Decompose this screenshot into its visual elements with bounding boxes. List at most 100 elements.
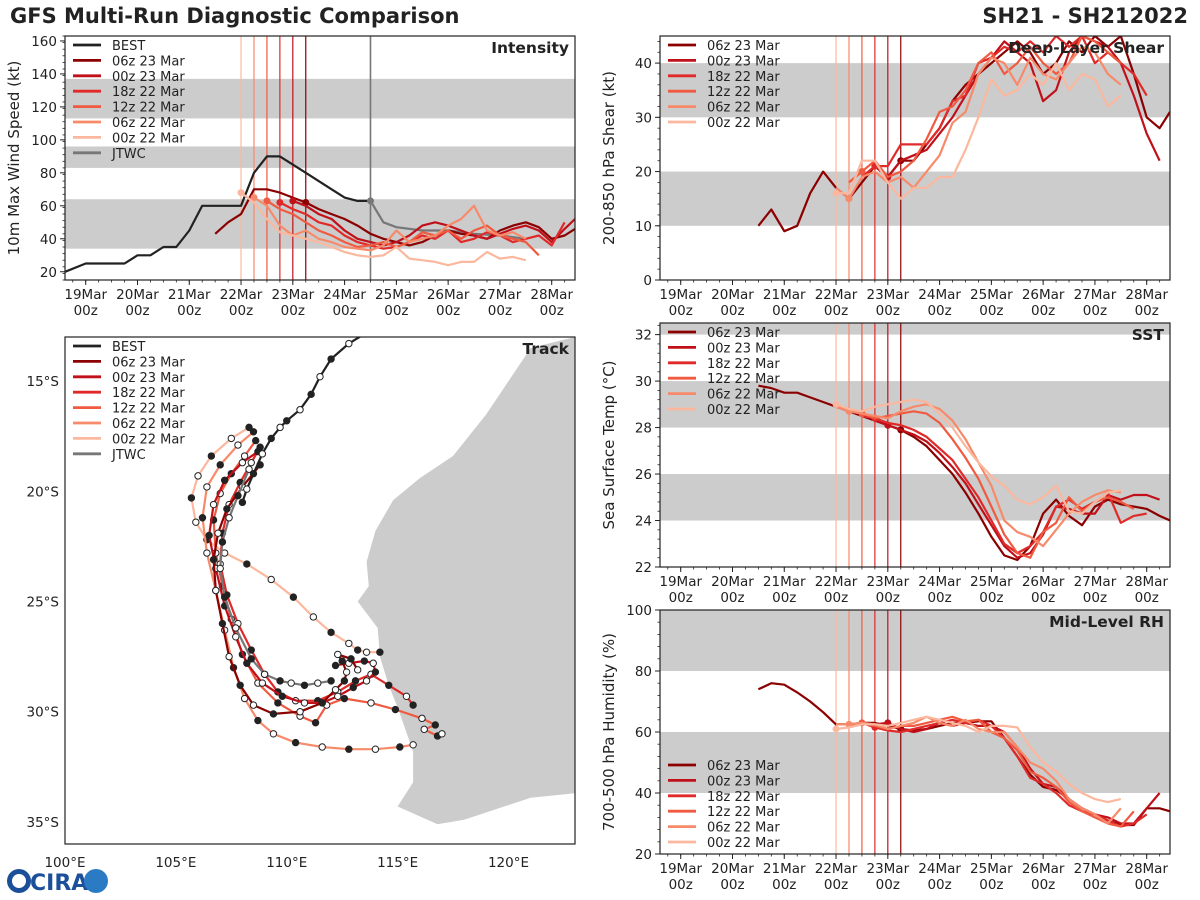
track-point-18z-22-mar — [351, 677, 360, 685]
track-point-06z-22-mar — [371, 745, 380, 753]
shear-plot-area — [660, 36, 1170, 280]
track-ytick-label: 30°S — [27, 705, 60, 721]
shear-legend-label-00z-22-mar: 00z 22 Mar — [707, 116, 780, 131]
intensity-ylabel: 10m Max Wind Speed (kt) — [5, 61, 23, 256]
track-point-00z-23-mar — [238, 458, 247, 467]
track-point-00z-23-mar — [205, 531, 213, 540]
sst-xtick-label: 19Mar 00z — [659, 574, 702, 606]
rh-legend-label-06z-23-mar: 06z 23 Mar — [707, 759, 780, 774]
track-xtick-label: 100°E — [44, 855, 85, 871]
rh-xtick-label: 26Mar 00z — [1022, 861, 1065, 893]
shear-series-06z-22-mar — [835, 45, 1122, 200]
rh-panel-title: Mid-Level RH — [1049, 613, 1164, 631]
sst-xtick-label: 25Mar 00z — [970, 574, 1013, 606]
track-point-jtwc — [260, 670, 269, 678]
track-line-12z-22-mar — [212, 439, 443, 738]
sst-xtick-label: 22Mar 00z — [815, 574, 858, 606]
sst-ytick-label: 30 — [635, 374, 652, 390]
track-point-best — [238, 498, 247, 507]
sst-marker-00z-22-mar — [832, 400, 840, 408]
track-point-06z-22-mar — [198, 514, 207, 522]
shear-xtick-label: 21Mar 00z — [763, 287, 806, 319]
shear-xtick-label: 20Mar 00z — [711, 287, 754, 319]
track-point-06z-23-mar — [340, 677, 349, 685]
sst-panel-title: SST — [1132, 326, 1165, 344]
track-point-06z-23-mar — [236, 681, 244, 689]
sst-ytick-label: 24 — [635, 514, 652, 530]
track-point-12z-22-mar — [340, 694, 349, 703]
intensity-ytick-label: 80 — [40, 166, 57, 182]
track-ytick-label: 35°S — [27, 815, 60, 831]
track-point-best — [316, 372, 324, 381]
sst-xtick-label: 26Mar 00z — [1022, 574, 1065, 606]
track-xtick-label: 105°E — [155, 855, 196, 871]
track-point-06z-22-mar — [203, 549, 211, 557]
track-point-00z-22-mar — [327, 628, 335, 637]
chart-title-right: SH21 - SH212022 — [982, 4, 1188, 28]
track-point-00z-22-mar — [194, 472, 202, 480]
track-point-00z-22-mar — [362, 648, 371, 656]
track-point-00z-22-mar — [243, 560, 251, 568]
track-point-00z-23-mar — [371, 668, 380, 676]
track-point-12z-22-mar — [240, 452, 249, 460]
sst-legend-label-12z-22-mar: 12z 22 Mar — [707, 372, 780, 387]
track-point-jtwc — [225, 514, 233, 522]
shear-xtick-label: 25Mar 00z — [970, 287, 1013, 319]
intensity-xtick-label: 26Mar 00z — [427, 287, 470, 319]
track-point-jtwc — [245, 465, 253, 473]
intensity-legend-label-best: BEST — [112, 39, 145, 54]
track-point-jtwc — [300, 681, 309, 689]
track-point-00z-23-mar — [243, 659, 251, 667]
track-plot-area — [187, 337, 575, 825]
intensity-series-00z-22-mar — [240, 191, 527, 267]
track-point-06z-22-mar — [216, 461, 224, 469]
shear-shaded-band-1 — [660, 63, 1170, 118]
track-point-18z-22-mar — [402, 692, 411, 701]
shear-xtick-label: 23Mar 00z — [866, 287, 909, 319]
track-legend-label-00z-22-mar: 00z 22 Mar — [112, 432, 185, 447]
shear-series-06z-23-mar — [757, 36, 1170, 233]
rh-xtick-label: 22Mar 00z — [815, 861, 858, 893]
sst-legend-label-06z-22-mar: 06z 22 Mar — [707, 388, 780, 403]
sst-ytick-label: 26 — [635, 467, 652, 483]
track-point-06z-22-mar — [396, 743, 404, 751]
track-point-12z-22-mar — [274, 699, 282, 707]
track-legend-label-00z-23-mar: 00z 23 Mar — [112, 371, 185, 386]
intensity-ytick-label: 100 — [31, 133, 57, 149]
intensity-xtick-label: 21Mar 00z — [168, 287, 211, 319]
track-legend-label-12z-22-mar: 12z 22 Mar — [112, 402, 185, 417]
track-point-06z-23-mar — [342, 668, 351, 676]
track-point-00z-23-mar — [300, 699, 309, 707]
rh-legend-label-06z-22-mar: 06z 22 Mar — [707, 821, 780, 836]
cira-seal — [84, 869, 108, 893]
track-point-00z-23-mar — [209, 500, 218, 509]
shear-marker-12z-22-mar — [858, 168, 866, 176]
track-point-jtwc — [314, 679, 322, 687]
track-point-00z-22-mar — [345, 639, 353, 648]
rh-legend-label-00z-23-mar: 00z 23 Mar — [707, 774, 780, 789]
intensity-series-12z-22-mar — [266, 199, 540, 257]
track-point-06z-23-mar — [347, 655, 355, 663]
intensity-legend-label-18z-22-mar: 18z 22 Mar — [112, 85, 185, 100]
shear-xtick-label: 28Mar 00z — [1125, 287, 1168, 319]
sst-ytick-label: 32 — [635, 328, 652, 344]
sst-plot-area — [660, 323, 1170, 567]
sst-xtick-label: 23Mar 00z — [866, 574, 909, 606]
rh-xtick-label: 21Mar 00z — [763, 861, 806, 893]
track-point-best — [327, 355, 335, 363]
track-point-00z-23-mar — [360, 657, 369, 665]
rh-xtick-label: 28Mar 00z — [1125, 861, 1168, 893]
track-point-12z-22-mar — [438, 730, 446, 738]
rh-legend-label-00z-22-mar: 00z 22 Mar — [707, 836, 780, 851]
intensity-shaded-band-1 — [65, 146, 575, 168]
intensity-legend-label-00z-22-mar: 00z 22 Mar — [112, 131, 185, 146]
track-point-best — [345, 339, 353, 348]
intensity-legend-label-jtwc: JTWC — [111, 147, 146, 162]
track-point-00z-23-mar — [220, 476, 229, 484]
shear-xtick-label: 22Mar 00z — [815, 287, 858, 319]
rh-legend-label-12z-22-mar: 12z 22 Mar — [707, 805, 780, 820]
track-point-00z-22-mar — [207, 452, 216, 460]
